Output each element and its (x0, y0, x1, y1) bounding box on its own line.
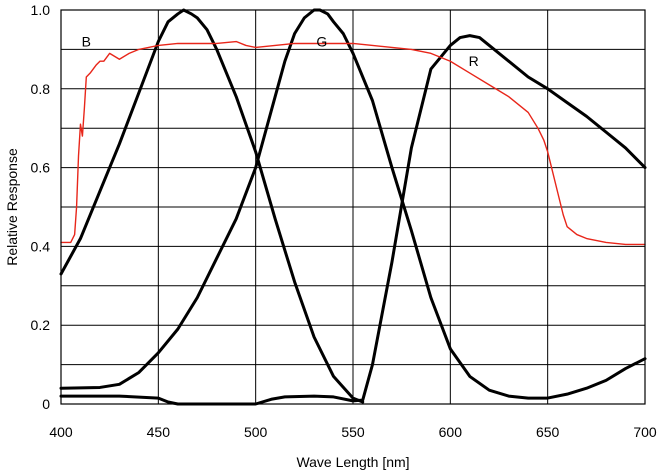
x-tick-label: 550 (341, 424, 365, 440)
series-label-g: G (316, 34, 327, 50)
x-tick-label: 700 (633, 424, 657, 440)
y-tick-label: 0.6 (31, 160, 51, 176)
plot-frame (60, 9, 646, 405)
series-line-b (59, 8, 365, 404)
y-axis-title: Relative Response (4, 148, 20, 266)
x-tick-label: 500 (244, 424, 268, 440)
series-labels: B G R (82, 34, 479, 70)
y-tick-label: 0.8 (31, 81, 51, 97)
x-tick-labels: 400 450 500 550 600 650 700 (49, 424, 657, 440)
series-line-red (60, 40, 646, 246)
x-tick-label: 600 (439, 424, 463, 440)
y-tick-label: 0.4 (31, 238, 51, 254)
x-tick-label: 400 (49, 424, 73, 440)
y-tick-label: 0 (42, 396, 50, 412)
series-label-b: B (82, 34, 91, 50)
y-tick-label: 1.0 (31, 2, 51, 18)
x-tick-label: 650 (536, 424, 560, 440)
y-tick-label: 0.2 (31, 317, 51, 333)
x-axis-title: Wave Length [nm] (296, 454, 409, 470)
y-tick-labels: 0 0.2 0.4 0.6 0.8 1.0 (31, 2, 51, 412)
x-tick-label: 450 (147, 424, 171, 440)
series-line-g (59, 8, 647, 400)
series-label-r: R (469, 53, 479, 69)
